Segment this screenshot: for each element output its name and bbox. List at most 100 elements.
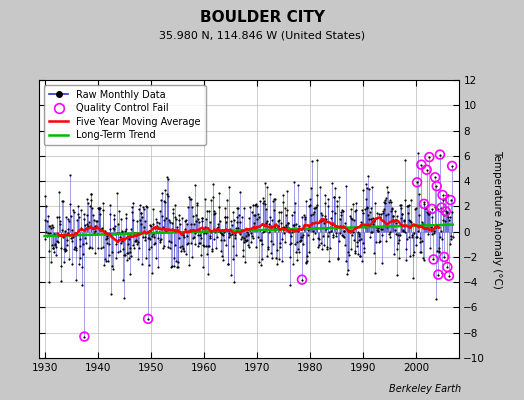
Point (422, 225, 430, 231)
Point (411, 222, 419, 228)
Point (402, 246, 410, 252)
Point (434, 271, 442, 278)
Point (428, 206, 436, 212)
Point (346, 213, 354, 219)
Point (224, 229, 233, 236)
Point (254, 234, 262, 240)
Point (48, 222, 56, 228)
Point (260, 228, 268, 234)
Point (291, 241, 300, 247)
Point (447, 163, 456, 169)
Point (99, 244, 107, 250)
Point (273, 247, 281, 254)
Point (162, 174, 171, 180)
Point (350, 237, 358, 243)
Point (144, 316, 152, 322)
Point (321, 191, 329, 198)
Point (235, 212, 243, 218)
Point (122, 215, 130, 222)
Point (410, 248, 418, 255)
Point (293, 228, 302, 234)
Point (277, 209, 286, 215)
Point (230, 279, 238, 285)
Point (214, 224, 223, 230)
Point (283, 220, 292, 226)
Point (59, 198, 68, 204)
Point (387, 208, 395, 214)
Point (206, 235, 214, 241)
Point (63, 226, 72, 232)
Point (422, 166, 431, 173)
Point (75, 236, 84, 242)
Point (201, 196, 209, 202)
Point (121, 252, 129, 258)
Point (151, 216, 160, 222)
Point (323, 245, 331, 252)
Point (318, 212, 326, 218)
Point (209, 208, 217, 214)
Point (312, 202, 321, 208)
Point (292, 238, 301, 245)
Point (46, 230, 54, 236)
Point (270, 222, 279, 228)
Point (425, 154, 433, 160)
Point (274, 223, 282, 229)
Point (250, 212, 258, 219)
Point (285, 225, 293, 231)
Point (129, 242, 138, 248)
Point (56, 218, 64, 225)
Point (221, 204, 229, 211)
Point (84, 223, 92, 230)
Point (439, 216, 447, 223)
Point (158, 245, 167, 251)
Point (270, 196, 278, 202)
Point (159, 224, 167, 230)
Point (59, 246, 68, 252)
Point (410, 206, 419, 213)
Point (449, 234, 457, 240)
Point (127, 253, 135, 259)
Point (430, 230, 439, 236)
Point (423, 208, 431, 215)
Point (111, 231, 119, 238)
Point (428, 231, 436, 237)
Point (289, 222, 297, 228)
Point (297, 234, 305, 240)
Point (280, 224, 288, 231)
Point (144, 235, 152, 241)
Point (121, 228, 129, 234)
Point (373, 227, 381, 234)
Point (266, 214, 275, 220)
Point (443, 264, 452, 270)
Point (54, 189, 63, 196)
Point (206, 197, 215, 204)
Point (247, 239, 255, 245)
Point (110, 216, 118, 223)
Point (434, 271, 443, 278)
Point (298, 214, 307, 220)
Point (364, 173, 372, 180)
Point (328, 207, 336, 214)
Point (66, 172, 74, 178)
Point (429, 256, 438, 263)
Point (412, 234, 421, 240)
Point (143, 229, 151, 235)
Point (107, 290, 115, 297)
Point (298, 276, 306, 283)
Point (311, 204, 320, 211)
Point (353, 238, 362, 245)
Text: BOULDER CITY: BOULDER CITY (200, 10, 324, 25)
Point (78, 282, 86, 288)
Point (161, 187, 169, 193)
Text: Berkeley Earth: Berkeley Earth (389, 384, 461, 394)
Point (205, 233, 214, 240)
Point (289, 178, 298, 185)
Point (361, 206, 369, 213)
Point (274, 218, 282, 224)
Point (82, 212, 91, 218)
Point (376, 238, 385, 245)
Point (173, 259, 182, 266)
Point (368, 228, 376, 235)
Point (342, 226, 351, 232)
Point (345, 227, 353, 234)
